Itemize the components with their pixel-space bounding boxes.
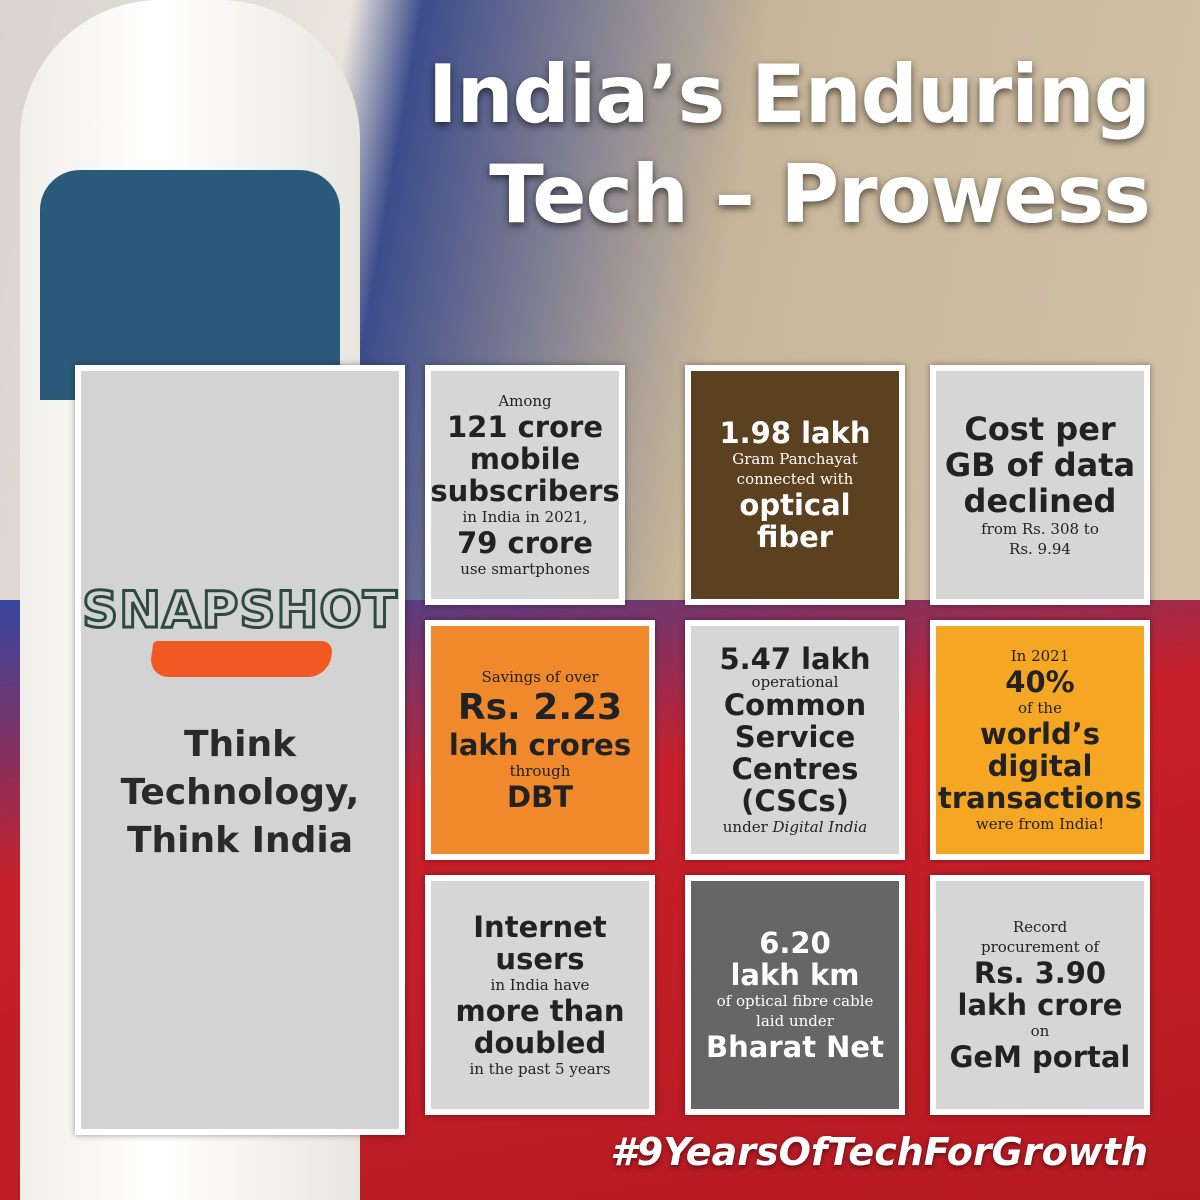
text: Gram Panchayat	[732, 450, 858, 468]
text: of the	[1018, 699, 1062, 717]
title: India’s Enduring Tech – Prowess	[427, 45, 1151, 245]
snapshot-logo: SNAPSHOT	[81, 580, 399, 641]
text: declined	[963, 482, 1117, 520]
text: In 2021	[1010, 647, 1070, 665]
text: in India have	[490, 976, 590, 994]
text: Among	[498, 392, 552, 410]
stat-card: Among 121 crore mobile subscribers in In…	[425, 365, 625, 605]
text: users	[495, 942, 585, 976]
text: were from India!	[975, 815, 1105, 833]
text: Record	[1012, 918, 1068, 936]
text: lakh crore	[957, 988, 1123, 1022]
snapshot-panel: SNAPSHOT Think Technology, Think India	[75, 365, 405, 1135]
text: world’s	[980, 717, 1100, 751]
text: Bharat Net	[706, 1030, 884, 1064]
stat-card: In 2021 40% of the world’s digital trans…	[930, 620, 1150, 860]
stat-card: Record procurement of Rs. 3.90 lakh cror…	[930, 875, 1150, 1115]
text-row: under Digital India	[723, 817, 867, 837]
logo-swoosh	[148, 641, 334, 677]
title-line: Tech – Prowess	[489, 148, 1151, 241]
stat-card: Cost per GB of data declined from Rs. 30…	[930, 365, 1150, 605]
photo-vest	[40, 170, 340, 400]
text: in the past 5 years	[469, 1060, 611, 1078]
text: laid under	[756, 1012, 834, 1030]
tagline: Think Technology, Think India	[81, 721, 399, 865]
stat-card: 5.47 lakh operational Common Service Cen…	[685, 620, 905, 860]
text: Cost per	[964, 410, 1116, 448]
text: in India in 2021,	[462, 508, 588, 526]
text: lakh crores	[448, 728, 632, 762]
text: optical	[739, 488, 851, 522]
text: 6.20	[759, 926, 831, 960]
text: mobile	[469, 442, 581, 476]
tagline-line: Think India	[126, 820, 354, 861]
text: through	[509, 762, 571, 780]
text: subscribers	[430, 474, 620, 508]
text: 79 crore	[457, 526, 593, 560]
text: 121 crore	[446, 410, 604, 444]
text: Digital India	[772, 818, 868, 836]
text: Rs. 2.23	[457, 687, 623, 728]
text: fiber	[756, 520, 834, 554]
title-line: India’s Enduring	[427, 48, 1151, 141]
text: Rs. 3.90	[973, 956, 1107, 990]
tagline-line: Technology,	[120, 772, 360, 813]
text: (CSCs)	[741, 784, 849, 818]
text: Rs. 9.94	[1009, 540, 1071, 558]
text: DBT	[507, 780, 573, 814]
tagline-line: Think	[183, 724, 297, 765]
text: transactions	[937, 781, 1143, 815]
text: 5.47 lakh	[719, 642, 871, 676]
text: GeM portal	[949, 1040, 1131, 1074]
text: on	[1030, 1022, 1050, 1040]
text: Savings of over	[481, 668, 599, 686]
text: Common	[723, 688, 867, 722]
text: connected with	[736, 470, 854, 488]
text: under	[722, 818, 768, 836]
text: lakh km	[730, 958, 860, 992]
stat-card: Savings of over Rs. 2.23 lakh crores thr…	[425, 620, 655, 860]
text: of optical fibre cable	[716, 992, 874, 1010]
text: doubled	[473, 1026, 607, 1060]
text: Centres	[731, 752, 859, 786]
stat-card: 6.20 lakh km of optical fibre cable laid…	[685, 875, 905, 1115]
text: 1.98 lakh	[719, 416, 871, 450]
stat-card: Internet users in India have more than d…	[425, 875, 655, 1115]
text: 40%	[1005, 665, 1075, 699]
text: GB of data	[944, 446, 1136, 484]
text: operational	[751, 673, 839, 691]
text: use smartphones	[460, 560, 590, 578]
text: Service	[734, 720, 856, 754]
stat-card: 1.98 lakh Gram Panchayat connected with …	[685, 365, 905, 605]
text: more than	[455, 994, 625, 1028]
text: digital	[987, 749, 1093, 783]
text: from Rs. 308 to	[981, 520, 1099, 538]
text: procurement of	[980, 938, 1100, 956]
hashtag: #9YearsOfTechForGrowth	[610, 1130, 1148, 1174]
text: Internet	[473, 910, 607, 944]
